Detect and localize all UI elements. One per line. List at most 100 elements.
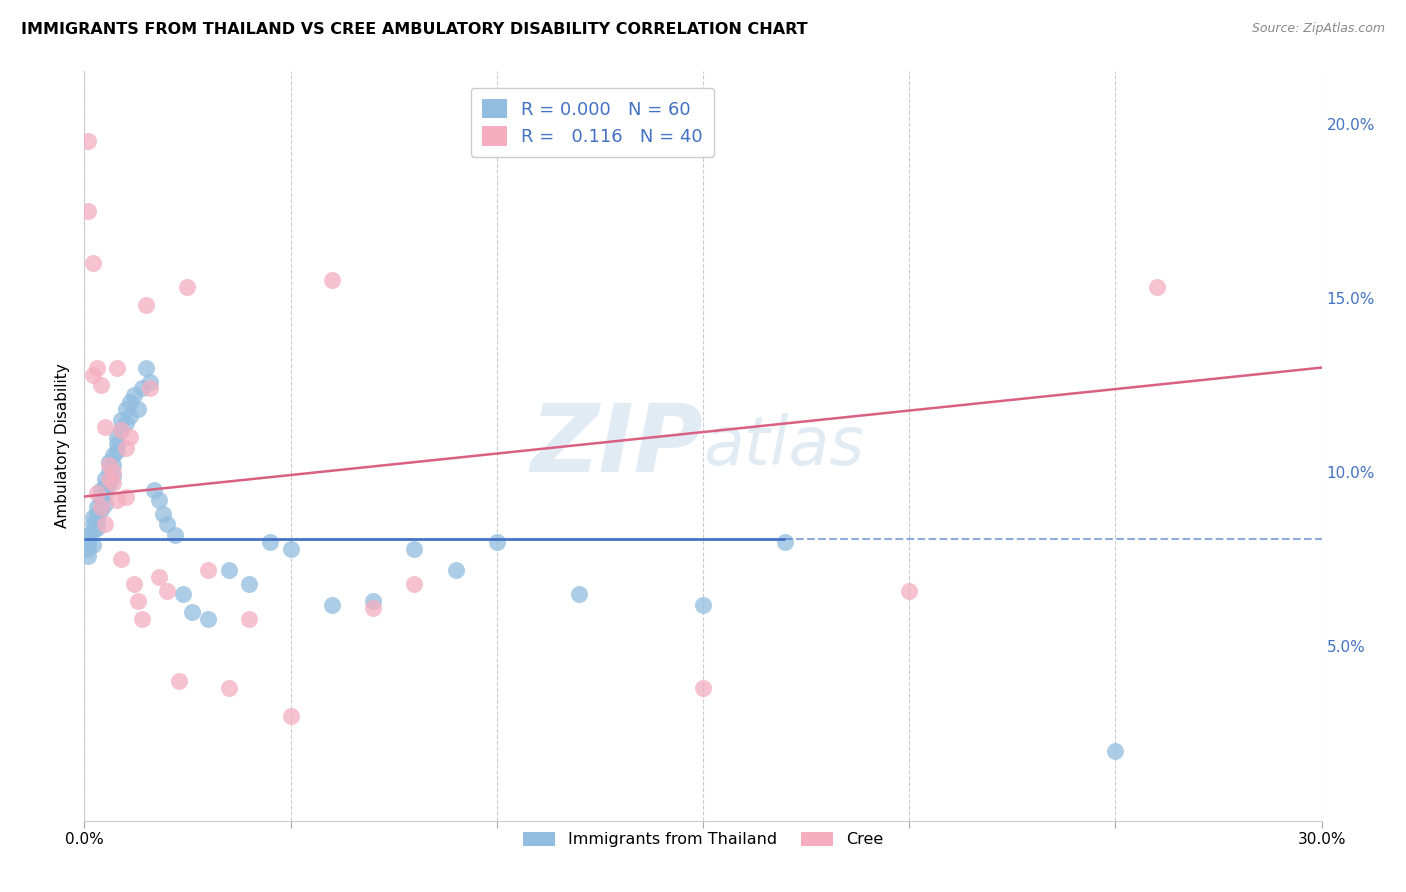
Point (218, 681, 240, 696)
Point (118, 430, 141, 444)
Point (404, 541, 426, 556)
Point (568, 587, 591, 601)
Point (139, 382, 162, 396)
Point (105, 437, 128, 451)
Point (1146, 280, 1168, 294)
Point (90, 500, 112, 514)
Point (280, 709, 302, 723)
Point (82, 517, 104, 532)
Point (103, 468, 125, 483)
Point (238, 611, 260, 625)
Point (114, 402, 136, 417)
Point (444, 563, 467, 577)
Point (122, 576, 145, 591)
Point (692, 681, 714, 696)
Point (94, 472, 117, 486)
Text: ZIP: ZIP (530, 400, 703, 492)
Point (197, 611, 219, 625)
Point (82, 368, 104, 382)
Point (103, 458, 125, 472)
Point (135, 298, 157, 312)
Point (105, 444, 128, 458)
Point (197, 563, 219, 577)
Point (1104, 744, 1126, 758)
Point (898, 583, 921, 598)
Point (122, 388, 145, 402)
Point (103, 465, 125, 479)
Point (94, 517, 117, 532)
Point (692, 598, 714, 612)
Point (180, 605, 202, 619)
Point (94, 486, 117, 500)
Point (114, 417, 136, 431)
Y-axis label: Ambulatory Disability: Ambulatory Disability (55, 364, 70, 528)
Point (77, 134, 100, 148)
Point (131, 382, 153, 396)
Point (218, 563, 240, 577)
Point (110, 423, 132, 437)
Point (118, 395, 141, 409)
Point (98, 465, 121, 479)
Point (280, 541, 302, 556)
Point (114, 490, 136, 504)
Legend: Immigrants from Thailand, Cree: Immigrants from Thailand, Cree (517, 825, 889, 854)
Point (485, 534, 508, 549)
Text: IMMIGRANTS FROM THAILAND VS CREE AMBULATORY DISABILITY CORRELATION CHART: IMMIGRANTS FROM THAILAND VS CREE AMBULAT… (21, 22, 807, 37)
Point (131, 611, 153, 625)
Point (77, 203, 100, 218)
Point (114, 441, 136, 455)
Point (98, 475, 121, 490)
Point (321, 273, 343, 287)
Point (775, 534, 797, 549)
Point (86, 507, 108, 521)
Point (118, 409, 141, 424)
Point (94, 420, 117, 434)
Point (404, 576, 426, 591)
Point (82, 256, 104, 270)
Point (86, 521, 108, 535)
Point (172, 587, 194, 601)
Point (361, 601, 384, 615)
Point (321, 598, 343, 612)
Point (139, 375, 162, 389)
Point (90, 493, 112, 508)
Point (156, 583, 179, 598)
Point (77, 534, 100, 549)
Point (152, 507, 174, 521)
Point (110, 413, 132, 427)
Text: Source: ZipAtlas.com: Source: ZipAtlas.com (1251, 22, 1385, 36)
Point (94, 496, 117, 510)
Point (77, 541, 100, 556)
Point (148, 570, 170, 584)
Point (77, 528, 100, 542)
Point (165, 528, 187, 542)
Point (86, 514, 108, 528)
Point (90, 378, 112, 392)
Point (135, 360, 157, 375)
Point (127, 594, 149, 608)
Point (238, 576, 260, 591)
Point (86, 486, 108, 500)
Point (167, 674, 190, 689)
Point (94, 479, 117, 493)
Point (77, 549, 100, 563)
Point (259, 534, 281, 549)
Text: atlas: atlas (703, 413, 865, 479)
Point (176, 280, 198, 294)
Point (105, 360, 128, 375)
Point (143, 483, 166, 497)
Point (98, 458, 121, 472)
Point (82, 510, 104, 524)
Point (98, 472, 121, 486)
Point (82, 524, 104, 539)
Point (90, 483, 112, 497)
Point (361, 594, 384, 608)
Point (105, 430, 128, 444)
Point (82, 538, 104, 552)
Point (103, 475, 125, 490)
Point (98, 455, 121, 469)
Point (90, 503, 112, 517)
Point (103, 448, 125, 462)
Point (148, 493, 170, 508)
Point (110, 552, 132, 566)
